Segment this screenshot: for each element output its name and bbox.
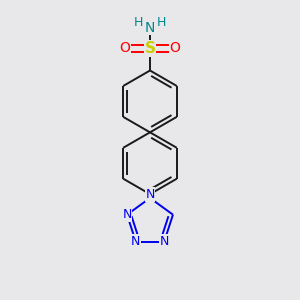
Text: N: N bbox=[160, 235, 169, 248]
Text: N: N bbox=[145, 21, 155, 35]
Text: O: O bbox=[169, 41, 181, 56]
Text: N: N bbox=[145, 188, 155, 201]
Text: O: O bbox=[119, 41, 130, 56]
Text: N: N bbox=[131, 235, 140, 248]
Text: S: S bbox=[145, 41, 155, 56]
Text: H: H bbox=[134, 16, 143, 29]
Text: N: N bbox=[122, 208, 132, 221]
Text: H: H bbox=[157, 16, 166, 29]
